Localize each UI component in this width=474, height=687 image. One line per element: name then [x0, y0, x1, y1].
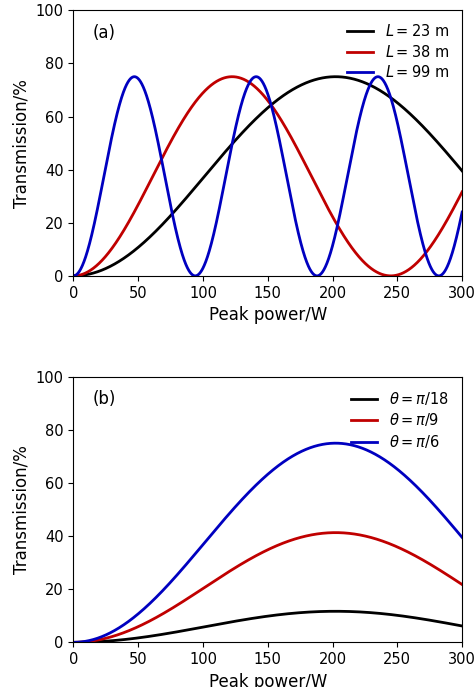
- Legend: $\theta = \pi/18$, $\theta = \pi/9$, $\theta = \pi/6$: $\theta = \pi/18$, $\theta = \pi/9$, $\t…: [345, 384, 455, 455]
- $L = 23$ m: [138, 241, 144, 249]
- $\theta = \pi/18$: [71, 638, 76, 646]
- $L = 23$ m: [115, 258, 121, 267]
- Y-axis label: Transmission/%: Transmission/%: [12, 445, 30, 574]
- $L = 23$ m: [452, 158, 457, 166]
- Line: $\theta = \pi/6$: $\theta = \pi/6$: [73, 443, 462, 642]
- $\theta = \pi/9$: [138, 621, 144, 629]
- $L = 38$ m: [237, 74, 242, 82]
- $\theta = \pi/9$: [237, 561, 242, 570]
- $\theta = \pi/9$: [333, 528, 338, 537]
- $\theta = \pi/18$: [219, 620, 225, 628]
- $\theta = \pi/6$: [115, 624, 121, 633]
- $\theta = \pi/9$: [115, 631, 121, 639]
- $L = 23$ m: [219, 151, 225, 159]
- $L = 99$ m: [459, 208, 465, 216]
- $L = 38$ m: [452, 202, 457, 210]
- $\theta = \pi/18$: [452, 620, 457, 629]
- $L = 23$ m: [333, 73, 338, 81]
- X-axis label: Peak power/W: Peak power/W: [209, 673, 327, 687]
- $L = 99$ m: [220, 188, 226, 196]
- $L = 38$ m: [459, 188, 465, 196]
- $L = 99$ m: [71, 272, 76, 280]
- $\theta = \pi/18$: [115, 636, 121, 644]
- Line: $\theta = \pi/9$: $\theta = \pi/9$: [73, 532, 462, 642]
- $L = 99$ m: [115, 106, 121, 115]
- Legend: $L = 23$ m, $L = 38$ m, $L = 99$ m: $L = 23$ m, $L = 38$ m, $L = 99$ m: [341, 18, 455, 86]
- $\theta = \pi/6$: [138, 607, 144, 616]
- Line: $L = 23$ m: $L = 23$ m: [73, 77, 462, 276]
- Text: (a): (a): [93, 23, 116, 42]
- $L = 38$ m: [229, 73, 235, 81]
- $\theta = \pi/18$: [138, 633, 144, 642]
- Line: $\theta = \pi/18$: $\theta = \pi/18$: [73, 611, 462, 642]
- $\theta = \pi/6$: [452, 524, 457, 532]
- $\theta = \pi/18$: [410, 613, 416, 622]
- $L = 99$ m: [452, 240, 457, 249]
- $L = 23$ m: [237, 132, 242, 140]
- $L = 23$ m: [71, 272, 76, 280]
- Y-axis label: Transmission/%: Transmission/%: [12, 78, 30, 207]
- $L = 99$ m: [237, 107, 242, 115]
- $\theta = \pi/6$: [237, 498, 242, 506]
- $L = 23$ m: [459, 167, 465, 175]
- $L = 99$ m: [138, 78, 144, 87]
- $\theta = \pi/6$: [219, 517, 225, 526]
- $L = 38$ m: [138, 196, 144, 204]
- X-axis label: Peak power/W: Peak power/W: [209, 306, 327, 324]
- $L = 99$ m: [410, 194, 416, 203]
- $L = 99$ m: [132, 73, 137, 81]
- Line: $L = 99$ m: $L = 99$ m: [73, 77, 462, 276]
- $\theta = \pi/9$: [410, 550, 416, 559]
- $\theta = \pi/6$: [459, 533, 465, 541]
- $\theta = \pi/9$: [452, 576, 457, 584]
- $\theta = \pi/6$: [333, 439, 338, 447]
- $\theta = \pi/18$: [333, 607, 338, 616]
- $\theta = \pi/6$: [71, 638, 76, 646]
- Text: (b): (b): [93, 390, 116, 408]
- $L = 38$ m: [410, 262, 416, 271]
- $L = 38$ m: [71, 272, 76, 280]
- Line: $L = 38$ m: $L = 38$ m: [73, 77, 462, 276]
- $\theta = \pi/6$: [410, 479, 416, 487]
- $\theta = \pi/18$: [459, 622, 465, 630]
- $\theta = \pi/9$: [71, 638, 76, 646]
- $L = 38$ m: [219, 74, 225, 82]
- $\theta = \pi/9$: [459, 581, 465, 589]
- $\theta = \pi/9$: [219, 572, 225, 580]
- $\theta = \pi/18$: [237, 616, 242, 624]
- $L = 38$ m: [115, 236, 121, 244]
- $L = 23$ m: [410, 112, 416, 120]
